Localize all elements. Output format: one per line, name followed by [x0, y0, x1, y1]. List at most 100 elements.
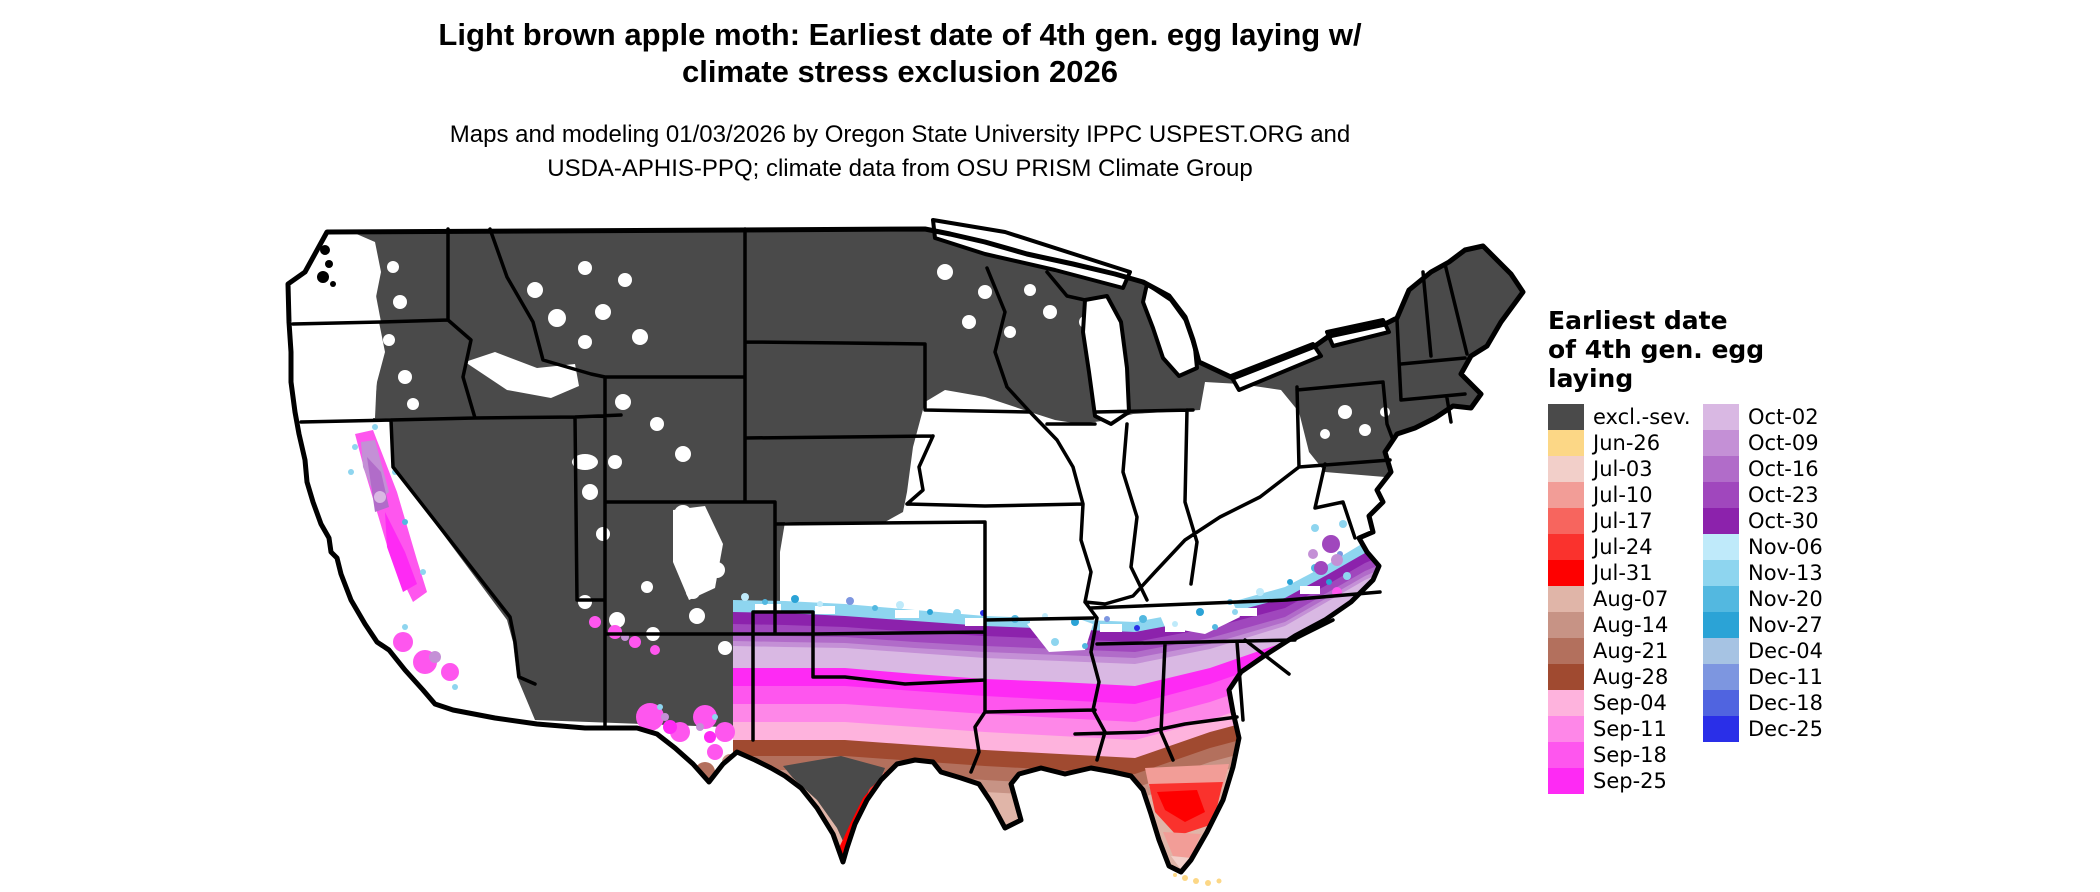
legend-swatch [1548, 612, 1584, 638]
legend-title-line: Earliest date [1548, 306, 1728, 335]
legend-swatch [1703, 482, 1739, 508]
legend-swatch [1548, 638, 1584, 664]
legend-entry: Oct-16 [1703, 456, 1823, 482]
legend-label: Dec-11 [1748, 665, 1823, 689]
legend-label: Nov-20 [1748, 587, 1823, 611]
legend-entry: Sep-04 [1548, 690, 1691, 716]
legend-entry: Sep-25 [1548, 768, 1691, 794]
legend-entry: Jul-03 [1548, 456, 1691, 482]
legend-entry: Aug-21 [1548, 638, 1691, 664]
us-outline [285, 226, 1526, 875]
legend-label: Nov-27 [1748, 613, 1823, 637]
legend-entry: Dec-11 [1703, 664, 1823, 690]
legend-entry: Sep-18 [1548, 742, 1691, 768]
subtitle-line-2: USDA-APHIS-PPQ; climate data from OSU PR… [547, 155, 1253, 182]
legend-label: Aug-28 [1593, 665, 1669, 689]
legend-swatch [1703, 638, 1739, 664]
legend-swatch [1548, 664, 1584, 690]
subtitle-line-1: Maps and modeling 01/03/2026 by Oregon S… [449, 121, 1351, 148]
legend-title-line: of 4th gen. egg [1548, 335, 1765, 364]
attribution-subtitle: Maps and modeling 01/03/2026 by Oregon S… [50, 118, 1750, 186]
legend-swatch [1703, 690, 1739, 716]
title-line-2: climate stress exclusion 2026 [682, 54, 1118, 89]
legend-label: Jul-10 [1593, 483, 1653, 507]
legend-entry: Oct-30 [1703, 508, 1823, 534]
legend-label: Jul-03 [1593, 457, 1653, 481]
legend-label: Oct-23 [1748, 483, 1819, 507]
legend-label: Jun-26 [1593, 431, 1661, 455]
legend-swatch [1703, 586, 1739, 612]
page-title: Light brown apple moth: Earliest date of… [50, 16, 1750, 90]
legend-entry: Aug-28 [1548, 664, 1691, 690]
legend-swatch [1703, 534, 1739, 560]
puget-sound [317, 245, 336, 287]
legend-label: Sep-04 [1593, 691, 1667, 715]
legend-label: Dec-04 [1748, 639, 1823, 663]
legend-entry: Dec-04 [1703, 638, 1823, 664]
legend-swatch [1703, 508, 1739, 534]
florida-keys [1173, 873, 1222, 886]
legend-label: Oct-09 [1748, 431, 1819, 455]
legend-entry: Jul-17 [1548, 508, 1691, 534]
legend-label: Aug-21 [1593, 639, 1669, 663]
legend-entry: Sep-11 [1548, 716, 1691, 742]
legend-swatch [1703, 664, 1739, 690]
legend-entry: Jul-31 [1548, 560, 1691, 586]
legend-swatch [1703, 716, 1739, 742]
legend-entry: Nov-20 [1703, 586, 1823, 612]
legend-label: Jul-31 [1593, 561, 1653, 585]
legend-label: Aug-07 [1593, 587, 1669, 611]
legend-entry: Nov-06 [1703, 534, 1823, 560]
legend-swatch [1548, 456, 1584, 482]
us-map-figure [285, 218, 1526, 886]
legend-swatch [1548, 508, 1584, 534]
legend-entry: Nov-27 [1703, 612, 1823, 638]
title-line-1: Light brown apple moth: Earliest date of… [438, 17, 1362, 52]
legend-label: Oct-30 [1748, 509, 1819, 533]
legend-title: Earliest date of 4th gen. egg laying [1548, 306, 1848, 393]
legend-swatch [1548, 716, 1584, 742]
legend-swatch [1548, 768, 1584, 794]
legend-label: Sep-11 [1593, 717, 1667, 741]
legend-entry: Nov-13 [1703, 560, 1823, 586]
legend-label: Nov-13 [1748, 561, 1823, 585]
legend-label: excl.-sev. [1593, 405, 1691, 429]
legend-column-early: excl.-sev. Jun-26 Jul-03 Jul-10 Jul-17 Jul-24… [1548, 404, 1691, 794]
legend-label: Jul-17 [1593, 509, 1653, 533]
legend-label: Nov-06 [1748, 535, 1823, 559]
legend-column-late: Oct-02 Oct-09 Oct-16 Oct-23 Oct-30 Nov-06 Nov-… [1703, 404, 1823, 742]
map-fill-layers [288, 229, 1523, 872]
legend-swatch [1548, 586, 1584, 612]
legend-title-line: laying [1548, 364, 1634, 393]
legend-swatch [1703, 404, 1739, 430]
legend-label: Dec-18 [1748, 691, 1823, 715]
state-borders [291, 227, 1469, 774]
legend-label: Sep-18 [1593, 743, 1667, 767]
legend-label: Oct-02 [1748, 405, 1819, 429]
legend-entry: Oct-09 [1703, 430, 1823, 456]
legend-entry: Jun-26 [1548, 430, 1691, 456]
legend-entry: Oct-02 [1703, 404, 1823, 430]
legend-swatch [1548, 690, 1584, 716]
legend-label: Aug-14 [1593, 613, 1669, 637]
legend-label: Dec-25 [1748, 717, 1823, 741]
legend-label: Jul-24 [1593, 535, 1653, 559]
legend-entry: excl.-sev. [1548, 404, 1691, 430]
legend-swatch [1703, 612, 1739, 638]
legend-swatch [1703, 430, 1739, 456]
legend-entry: Dec-25 [1703, 716, 1823, 742]
legend-swatch [1548, 404, 1584, 430]
legend-swatch [1703, 456, 1739, 482]
legend-entry: Dec-18 [1703, 690, 1823, 716]
legend-label: Sep-25 [1593, 769, 1667, 793]
legend-swatch [1548, 482, 1584, 508]
legend-entry: Aug-07 [1548, 586, 1691, 612]
us-risk-map [285, 172, 1535, 892]
legend-entry: Jul-24 [1548, 534, 1691, 560]
legend-swatch [1548, 742, 1584, 768]
legend-entry: Aug-14 [1548, 612, 1691, 638]
legend-entry: Oct-23 [1703, 482, 1823, 508]
legend-swatch [1548, 534, 1584, 560]
legend-swatch [1703, 560, 1739, 586]
